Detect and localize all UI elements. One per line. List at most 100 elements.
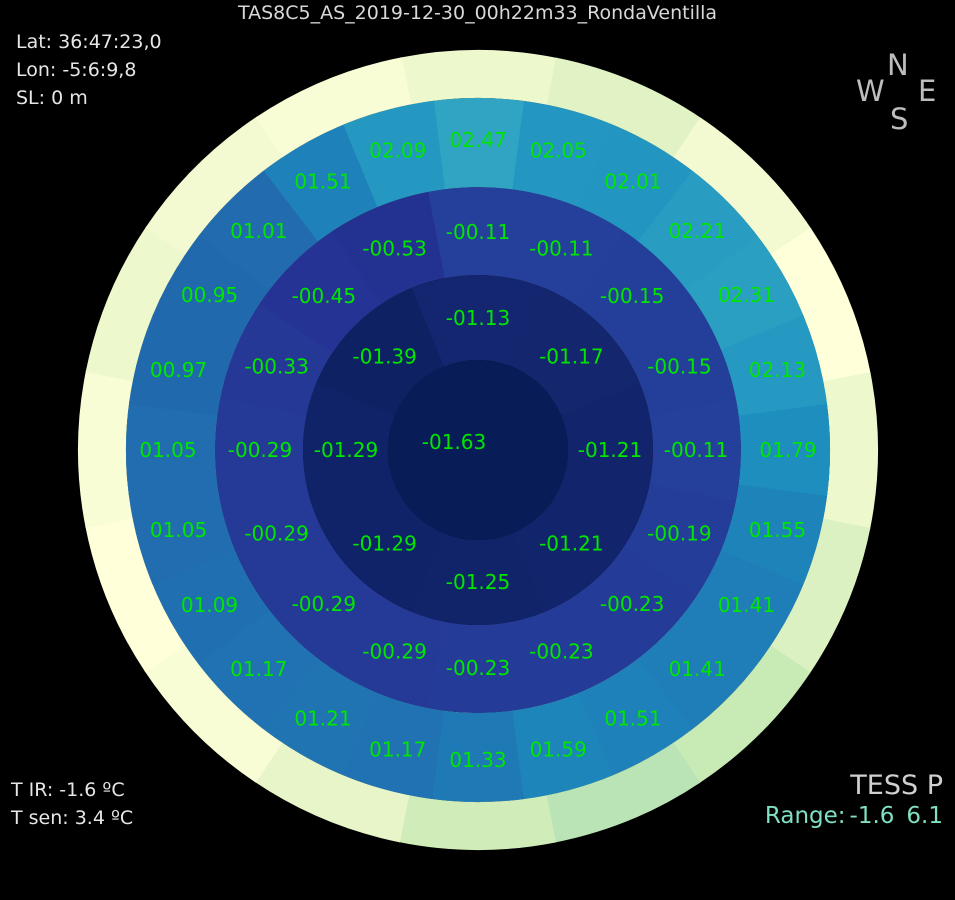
- ring-3-sector: [685, 550, 804, 666]
- ring-3-sector: [720, 484, 827, 587]
- compass-rose: N W E S: [852, 48, 942, 138]
- ring-2-value-label: -00.23: [529, 639, 593, 663]
- ring-3-sector: [638, 170, 759, 291]
- ring-3-value-label: 02.01: [604, 170, 661, 194]
- ir-temperature-label: T IR: -1.6 ºC: [11, 779, 125, 801]
- ring-3-sector: [637, 610, 758, 731]
- ring-1-sector: [303, 382, 396, 517]
- ring-1-value-label: -01.13: [446, 306, 510, 330]
- ring-3-value-label: 01.17: [369, 737, 426, 761]
- outermost-ring-sector: [672, 645, 811, 784]
- sea-level-label: SL: 0 m: [16, 87, 88, 109]
- ring-3-sector: [577, 658, 693, 776]
- outermost-ring-sector: [770, 227, 871, 384]
- ring-3-value-label: 02.47: [449, 128, 506, 152]
- ring-3-sector: [126, 402, 218, 496]
- ring-3-value-label: 01.21: [294, 706, 351, 730]
- ring-3-value-label: 01.17: [230, 657, 287, 681]
- ring-3-sector: [197, 609, 318, 730]
- ring-2-value-label: -00.33: [244, 355, 308, 379]
- ring-3-value-label: 01.51: [294, 170, 351, 194]
- ring-3-value-label: 01.59: [530, 737, 587, 761]
- ring-3-value-label: 01.01: [230, 219, 287, 243]
- ring-3-value-label: 02.05: [530, 139, 587, 163]
- range-max: 6.1: [906, 803, 943, 829]
- outermost-ring-sector: [85, 516, 186, 673]
- ring-2-value-label: -00.29: [292, 592, 356, 616]
- outermost-ring-sector: [546, 57, 702, 159]
- outermost-ring-sector: [769, 518, 871, 674]
- outermost-ring-sector: [673, 117, 812, 256]
- ring-2-value-label: -00.23: [446, 656, 510, 680]
- ring-3-value-label: 01.51: [604, 706, 661, 730]
- image-title: TAS8C5_AS_2019-12-30_00h22m33_RondaVenti…: [237, 2, 718, 24]
- ring-3-sector: [432, 98, 526, 190]
- ring-3-sector: [263, 124, 379, 242]
- outermost-ring-sector: [85, 226, 187, 382]
- ring-3-value-label: 01.05: [150, 518, 207, 542]
- ring-3-value-label: 02.09: [369, 139, 426, 163]
- device-info: TESS P Range: -1.6 6.1: [761, 770, 943, 829]
- ring-3-value-label: 01.09: [181, 593, 238, 617]
- ring-2-sector: [426, 187, 531, 279]
- ring-1-sector: [411, 275, 546, 368]
- ring-3-value-label: 01.55: [749, 518, 806, 542]
- temperature-info: T IR: -1.6 ºC T sen: 3.4 ºC: [11, 776, 133, 832]
- ring-3-value-label: 02.13: [749, 358, 806, 382]
- ring-3-value-label: 00.95: [181, 283, 238, 307]
- ring-3-sector: [198, 169, 319, 290]
- range-min: -1.6: [849, 803, 895, 829]
- ring-3-value-label: 02.21: [669, 219, 726, 243]
- ring-3-value-label: 01.41: [669, 657, 726, 681]
- ring-1-sector: [512, 484, 640, 613]
- ring-3-value-label: 01.41: [718, 593, 775, 617]
- location-info: Lat: 36:47:23,0 Lon: -5:6:9,8 SL: 0 m: [16, 28, 162, 112]
- compass-south: S: [890, 102, 909, 136]
- ring-3-sector: [720, 315, 828, 418]
- outermost-ring-sector: [78, 369, 134, 529]
- longitude-label: Lon: -5:6:9,8: [16, 59, 137, 81]
- ring-2-sector: [425, 621, 530, 713]
- ring-1-value-label: -01.29: [352, 531, 416, 555]
- zenith-cell: [388, 360, 568, 540]
- ring-2-value-label: -00.29: [228, 438, 292, 462]
- ring-2-sector: [258, 546, 381, 669]
- ring-2-value-label: -00.11: [446, 220, 510, 244]
- compass-west: W: [856, 74, 885, 108]
- ring-3-sector: [512, 101, 615, 208]
- compass-north: N: [887, 48, 909, 82]
- ring-1-sector: [316, 287, 444, 416]
- ring-1-value-label: -01.29: [314, 438, 378, 462]
- ring-2-value-label: -00.23: [600, 592, 664, 616]
- ring-2-value-label: -00.53: [362, 237, 426, 261]
- latitude-label: Lat: 36:47:23,0: [16, 31, 162, 53]
- ring-2-sector: [574, 547, 697, 670]
- ring-1-value-label: -01.17: [539, 345, 603, 369]
- ring-3-sector: [152, 549, 270, 665]
- ring-1-sector: [560, 383, 653, 518]
- ring-1-value-label: -01.25: [446, 570, 510, 594]
- ring-3-sector: [738, 404, 831, 498]
- outermost-ring-sector: [255, 57, 412, 158]
- ring-2-sector: [259, 230, 382, 353]
- ring-3-value-label: 00.97: [150, 358, 207, 382]
- sensor-temperature-label: T sen: 3.4 ºC: [11, 807, 134, 829]
- ring-2-value-label: -00.15: [647, 355, 711, 379]
- ring-3-value-label: 01.05: [139, 438, 196, 462]
- outermost-ring-sector: [254, 741, 410, 843]
- ring-2-sector: [215, 397, 307, 502]
- ring-3-sector: [510, 692, 613, 800]
- ring-3-sector: [152, 234, 271, 350]
- ring-2-value-label: -00.19: [647, 521, 711, 545]
- outermost-ring-sector: [144, 644, 283, 783]
- ring-2-value-label: -00.45: [292, 284, 356, 308]
- outermost-ring-sector: [145, 116, 284, 255]
- ring-2-sector: [330, 594, 444, 708]
- ring-2-value-label: -00.29: [362, 639, 426, 663]
- ring-3-sector: [686, 235, 804, 351]
- range-readout: Range: -1.6 6.1: [761, 803, 943, 829]
- ring-1-value-label: -01.21: [539, 531, 603, 555]
- ring-1-value-label: -01.39: [352, 345, 416, 369]
- ring-1-sector: [410, 532, 545, 625]
